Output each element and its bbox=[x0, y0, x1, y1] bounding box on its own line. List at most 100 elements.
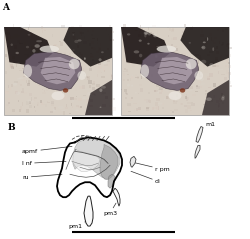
Bar bbox=[58, 41, 61, 42]
Polygon shape bbox=[180, 27, 229, 67]
Bar bbox=[71, 103, 72, 106]
Bar bbox=[80, 33, 84, 34]
Ellipse shape bbox=[206, 98, 212, 101]
Bar bbox=[97, 70, 101, 73]
Bar bbox=[172, 28, 174, 31]
Bar bbox=[146, 108, 148, 111]
Bar bbox=[76, 43, 78, 45]
Ellipse shape bbox=[101, 86, 106, 89]
Bar bbox=[92, 59, 94, 61]
Polygon shape bbox=[113, 188, 120, 206]
Ellipse shape bbox=[36, 40, 42, 42]
Bar bbox=[93, 81, 95, 84]
Ellipse shape bbox=[139, 54, 142, 57]
Bar bbox=[161, 54, 163, 57]
Bar bbox=[92, 92, 95, 95]
Bar bbox=[88, 108, 90, 112]
Ellipse shape bbox=[78, 71, 86, 80]
Bar bbox=[74, 38, 76, 42]
Bar bbox=[28, 80, 30, 84]
Ellipse shape bbox=[40, 45, 59, 53]
Bar bbox=[24, 42, 26, 46]
Bar bbox=[71, 56, 74, 60]
Bar bbox=[29, 65, 32, 68]
Bar bbox=[11, 84, 13, 87]
Bar bbox=[172, 67, 174, 71]
Bar bbox=[127, 79, 128, 81]
Bar bbox=[52, 79, 55, 82]
Bar bbox=[122, 108, 124, 110]
Bar bbox=[108, 64, 110, 67]
Bar bbox=[14, 34, 18, 38]
Bar bbox=[229, 85, 232, 87]
Bar bbox=[18, 100, 19, 102]
Bar bbox=[145, 45, 148, 47]
Ellipse shape bbox=[72, 99, 74, 103]
Bar bbox=[108, 34, 109, 35]
Bar bbox=[92, 87, 95, 90]
Bar bbox=[20, 84, 22, 87]
Bar bbox=[198, 60, 200, 64]
Bar bbox=[20, 70, 22, 71]
Bar bbox=[200, 86, 202, 87]
Bar bbox=[210, 88, 214, 91]
Polygon shape bbox=[202, 80, 229, 115]
Bar bbox=[78, 73, 80, 76]
Ellipse shape bbox=[157, 91, 159, 93]
Bar bbox=[58, 61, 59, 63]
Bar bbox=[111, 74, 112, 77]
Text: pm3: pm3 bbox=[103, 203, 117, 216]
Bar bbox=[176, 101, 178, 102]
Bar bbox=[156, 64, 158, 67]
Bar bbox=[26, 80, 28, 83]
Ellipse shape bbox=[164, 72, 169, 75]
Bar bbox=[38, 67, 40, 70]
Bar bbox=[190, 86, 193, 89]
Bar bbox=[18, 35, 20, 37]
Bar bbox=[154, 107, 157, 109]
Bar bbox=[78, 106, 80, 108]
Bar bbox=[22, 79, 25, 81]
Bar bbox=[96, 84, 100, 87]
Bar bbox=[139, 84, 142, 86]
Bar bbox=[107, 60, 110, 62]
Ellipse shape bbox=[155, 55, 158, 58]
Ellipse shape bbox=[32, 49, 35, 53]
Bar bbox=[128, 111, 131, 112]
Bar bbox=[213, 42, 216, 44]
Ellipse shape bbox=[16, 52, 19, 54]
Bar bbox=[76, 45, 79, 48]
Bar bbox=[10, 36, 14, 39]
Text: pm1: pm1 bbox=[68, 221, 87, 228]
Bar bbox=[47, 101, 48, 102]
Ellipse shape bbox=[63, 88, 68, 93]
Bar bbox=[151, 74, 153, 77]
Bar bbox=[39, 47, 42, 49]
Bar bbox=[146, 62, 148, 66]
Bar bbox=[226, 65, 229, 66]
Bar bbox=[200, 27, 202, 30]
Bar bbox=[98, 66, 102, 69]
Bar bbox=[214, 37, 217, 39]
Bar bbox=[100, 57, 103, 60]
Bar bbox=[175, 87, 176, 88]
Bar bbox=[190, 27, 193, 30]
Bar bbox=[43, 27, 46, 29]
Bar bbox=[83, 95, 86, 96]
Bar bbox=[109, 25, 111, 28]
Ellipse shape bbox=[145, 33, 148, 34]
Bar bbox=[32, 53, 34, 55]
Bar bbox=[228, 72, 232, 75]
Bar bbox=[170, 60, 171, 61]
Polygon shape bbox=[196, 126, 203, 142]
Ellipse shape bbox=[180, 88, 185, 93]
Bar bbox=[222, 102, 224, 104]
Bar bbox=[174, 77, 177, 80]
Ellipse shape bbox=[65, 95, 68, 97]
Bar bbox=[128, 30, 130, 34]
Ellipse shape bbox=[186, 59, 196, 69]
Bar bbox=[10, 53, 12, 54]
Bar bbox=[140, 60, 141, 64]
Bar bbox=[58, 75, 60, 78]
Bar bbox=[183, 31, 186, 35]
